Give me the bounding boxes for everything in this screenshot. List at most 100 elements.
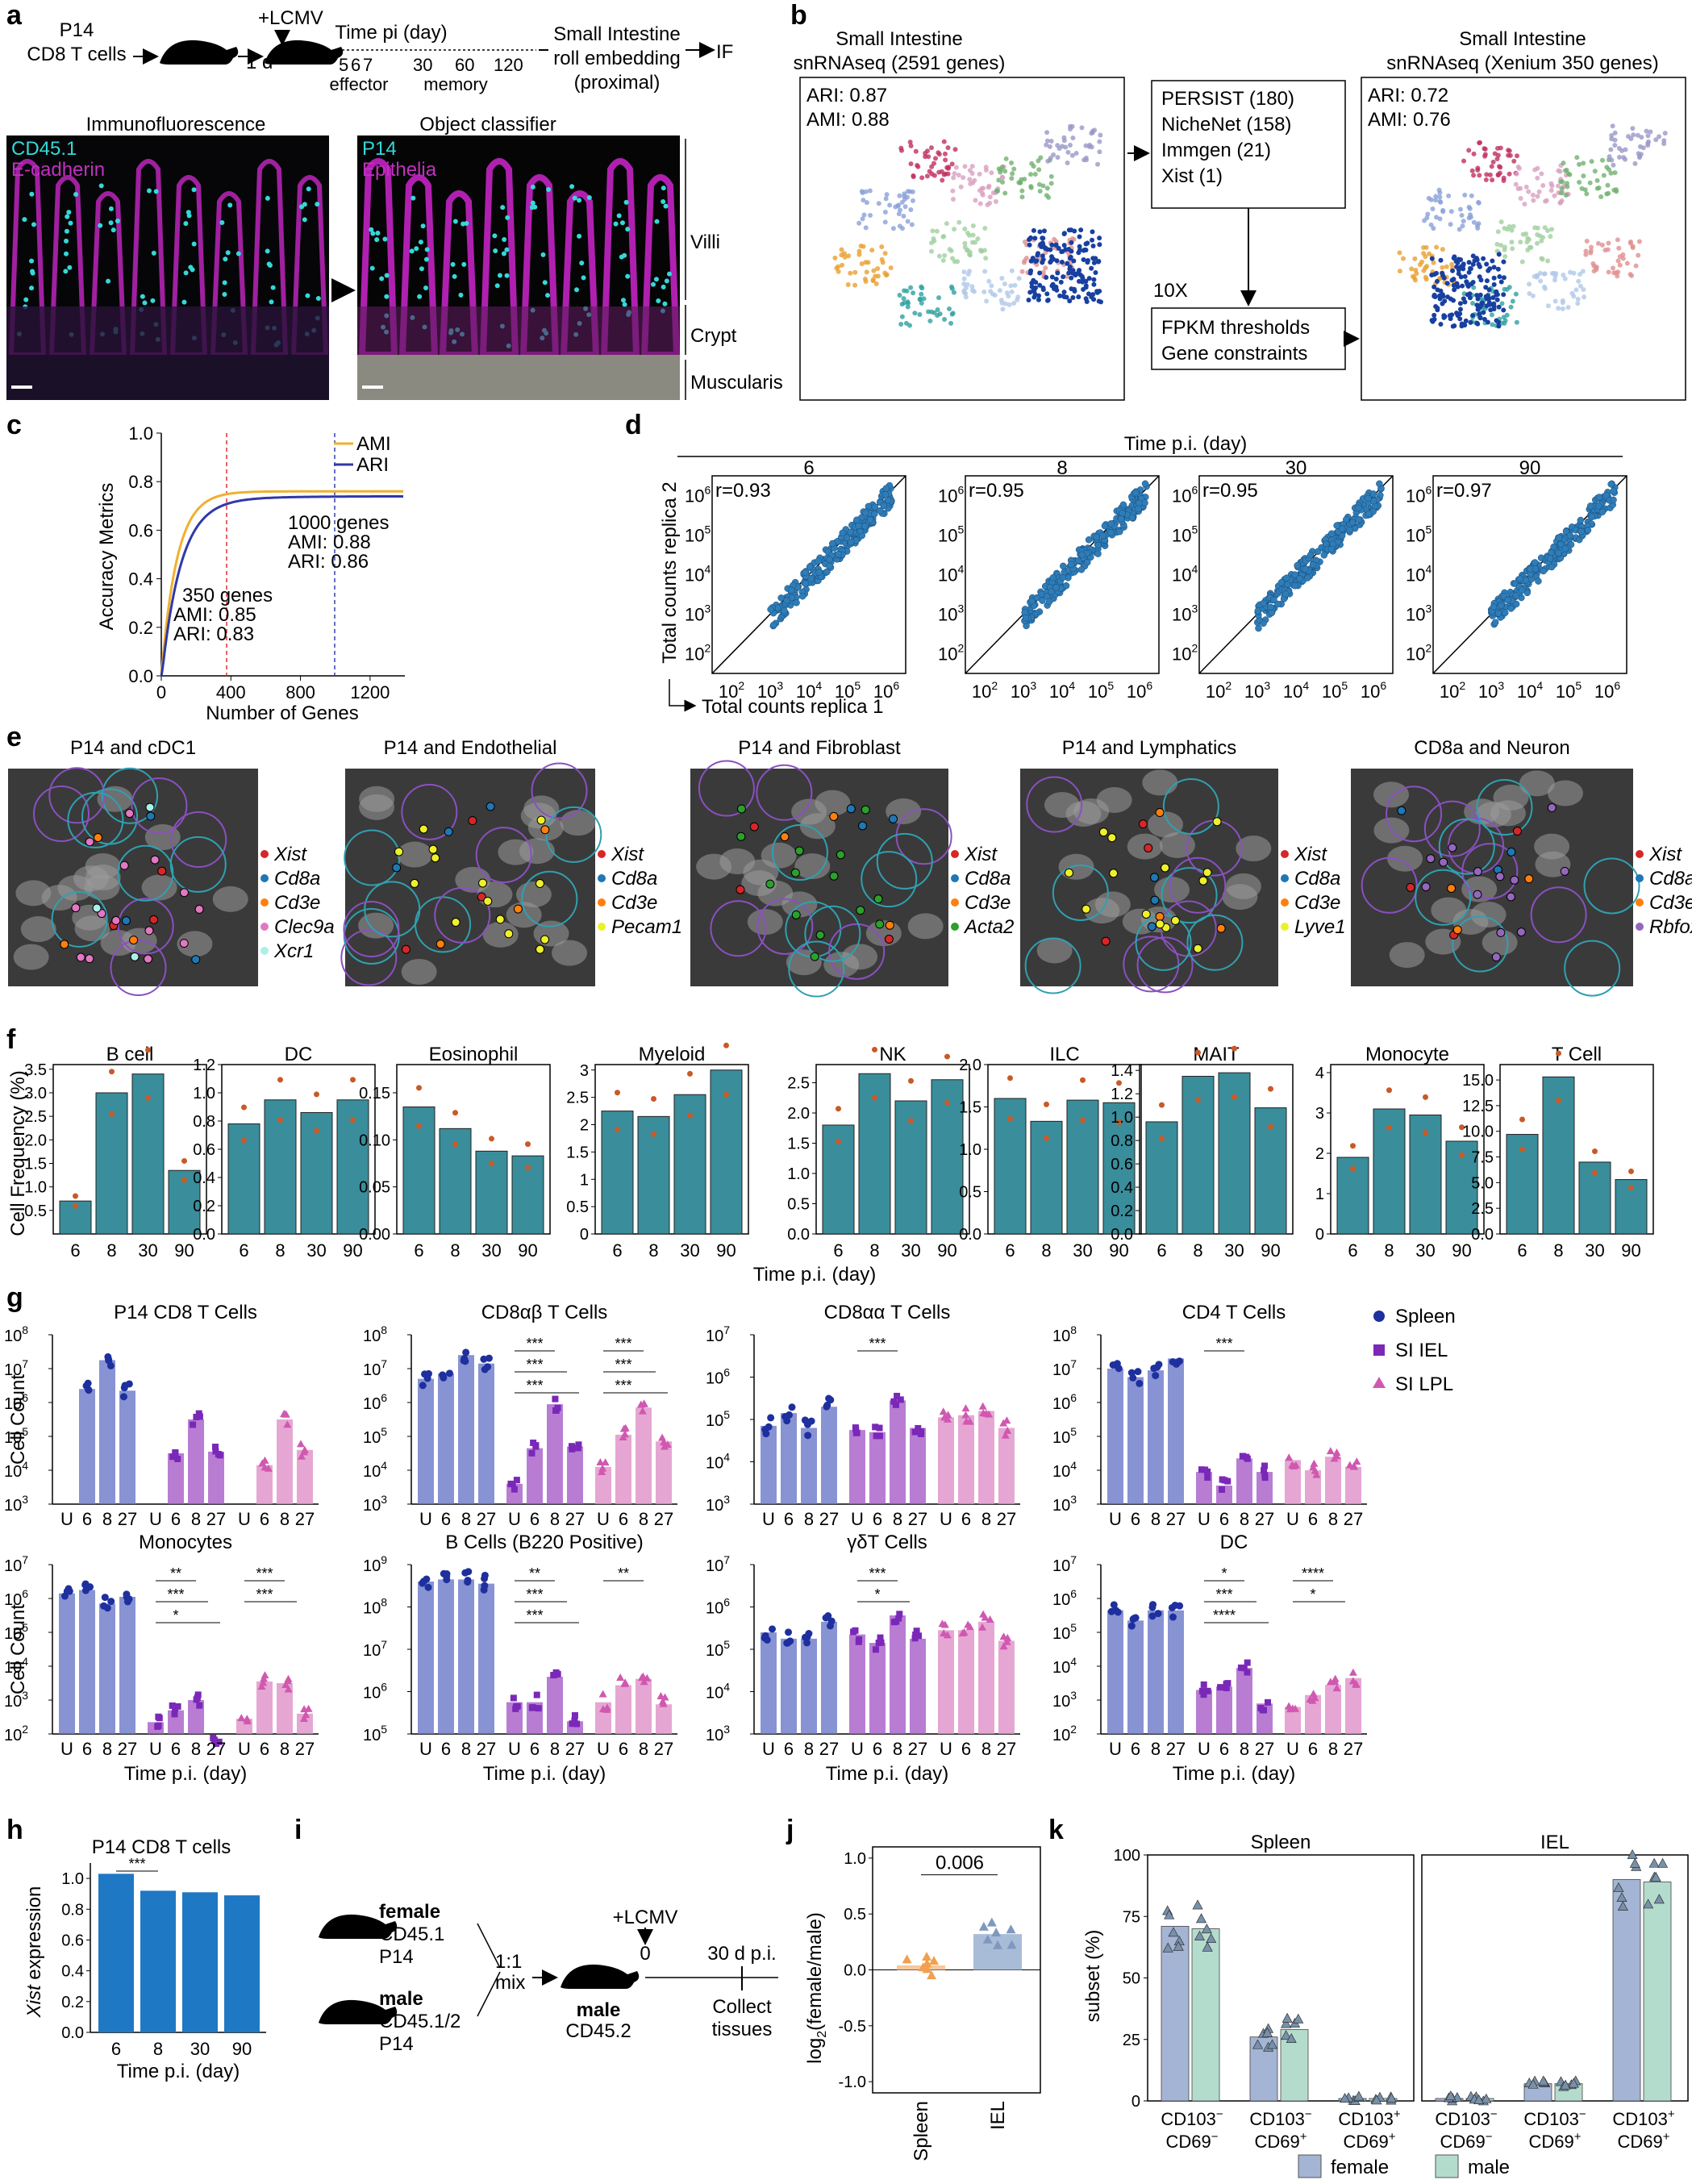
e-legend-label: Cd3e — [965, 892, 1011, 914]
d-point — [1554, 549, 1562, 557]
f-subplot-title: B cell — [106, 1044, 154, 1065]
g-xtick: U — [508, 1509, 521, 1529]
g-xtick: 27 — [565, 1509, 585, 1529]
g-point — [852, 1429, 860, 1436]
g-point — [1153, 1363, 1161, 1371]
f-xtick: 30 — [481, 1240, 501, 1261]
d-point — [1128, 514, 1136, 522]
j-point — [922, 1952, 932, 1961]
h-bar — [98, 1873, 134, 2032]
k-facet-title: Spleen — [1251, 1832, 1311, 1853]
c-ann-1000-1: 1000 genes — [288, 512, 389, 534]
f-ytick: 2.5 — [24, 1108, 47, 1126]
g-point — [1136, 1379, 1144, 1387]
f-xtick: 30 — [1073, 1240, 1092, 1261]
d-point — [1584, 527, 1592, 534]
k-point — [1616, 1892, 1627, 1903]
k-point — [1445, 2090, 1457, 2101]
f-point — [314, 1091, 319, 1098]
g-point — [1200, 1691, 1207, 1698]
d-point — [815, 569, 823, 576]
g-bar — [761, 1632, 777, 1734]
e-legend-label: Xist — [964, 844, 998, 865]
b-left-ari: ARI: 0.87 — [806, 85, 887, 106]
g-bar — [1168, 1610, 1184, 1734]
e-legend-dot — [260, 898, 269, 907]
g-ytick: 103 — [4, 1493, 28, 1515]
b-left-ami: AMI: 0.88 — [806, 109, 890, 131]
f-point — [1459, 1124, 1465, 1131]
f-point — [73, 1193, 78, 1199]
c-ann-350-3: ARI: 0.83 — [173, 623, 254, 645]
g-bar — [547, 1404, 563, 1504]
d-r-value: r=0.95 — [969, 480, 1024, 502]
g-xtick: 27 — [819, 1509, 839, 1529]
g-point — [1002, 1637, 1011, 1645]
g-ytick: 104 — [363, 1459, 387, 1481]
d-point — [1283, 574, 1290, 581]
d-point — [880, 502, 888, 510]
g-ytick: 107 — [1052, 1553, 1077, 1575]
panel-letter-k: k — [1048, 1815, 1064, 1845]
f-xtick: 30 — [1415, 1240, 1435, 1261]
f-point — [1519, 1146, 1525, 1152]
j-bar — [973, 1934, 1022, 1970]
g-xtick: 8 — [893, 1509, 902, 1529]
g-bar — [1236, 1458, 1252, 1504]
k-point — [1164, 1909, 1175, 1919]
g-xlabel: Time p.i. (day) — [1173, 1763, 1295, 1785]
d-ylabel: Total counts replica 2 — [659, 481, 681, 663]
d-point — [1491, 619, 1499, 626]
d-point — [1268, 609, 1276, 617]
j-pvalue: 0.006 — [936, 1853, 984, 1874]
g-bar — [1285, 1460, 1301, 1504]
g-bar — [636, 1407, 652, 1504]
g-point — [876, 1424, 883, 1432]
f-xtick: 6 — [1005, 1240, 1015, 1261]
g-ytick: 105 — [706, 1408, 730, 1430]
f-xtick: 90 — [518, 1240, 537, 1261]
g-xtick: 27 — [654, 1509, 673, 1529]
f-ytick: 0.5 — [24, 1202, 47, 1220]
k-point — [1648, 1857, 1660, 1868]
g-point — [104, 1352, 112, 1361]
f-xtick: 8 — [106, 1240, 116, 1261]
fpkm-line-2: Gene constraints — [1161, 343, 1307, 365]
b-left-title-1: Small Intestine — [836, 28, 962, 50]
f-xtick: 30 — [1224, 1240, 1244, 1261]
g-point — [893, 1618, 900, 1625]
g-point — [767, 1414, 775, 1422]
g-point — [1198, 1466, 1205, 1473]
g-point — [1154, 1610, 1162, 1618]
d-point — [1555, 534, 1563, 542]
k-legend-swatch — [1298, 2154, 1322, 2178]
g-subplot-title: DC — [1220, 1532, 1248, 1553]
g-xtick: 27 — [997, 1739, 1016, 1759]
g-point — [1129, 1373, 1137, 1382]
f-point — [109, 1069, 115, 1075]
g-xtick: 27 — [118, 1509, 137, 1529]
i-male-1: male — [379, 1988, 423, 2010]
f-ytick: 2.0 — [959, 1057, 981, 1074]
e-title: P14 and Endothelial — [384, 737, 557, 759]
h-ytick: 1.0 — [61, 1870, 84, 1888]
g-xtick: 27 — [295, 1509, 315, 1529]
g-point — [786, 1637, 794, 1645]
f-point — [651, 1131, 656, 1137]
f-ytick: 1.2 — [193, 1057, 215, 1074]
f-point — [1459, 1152, 1465, 1158]
g-xtick: 6 — [873, 1739, 882, 1759]
d-point — [1048, 588, 1055, 595]
d-point — [1296, 575, 1303, 582]
panel-letter-h: h — [6, 1815, 23, 1845]
g-point — [1257, 1704, 1265, 1711]
f-point — [277, 1117, 283, 1123]
d-point — [1504, 596, 1511, 604]
f-ytick: 2.5 — [787, 1075, 810, 1093]
f-point — [241, 1137, 247, 1144]
f-ytick: 0 — [580, 1226, 589, 1244]
f-point — [452, 1141, 458, 1148]
i-female-3: P14 — [379, 1946, 414, 1968]
g-xtick: 6 — [171, 1509, 181, 1529]
panel-c: 0 400 800 1200 0.0 0.2 0.4 0.6 0.8 1.0 Accuracy M… — [96, 423, 405, 724]
